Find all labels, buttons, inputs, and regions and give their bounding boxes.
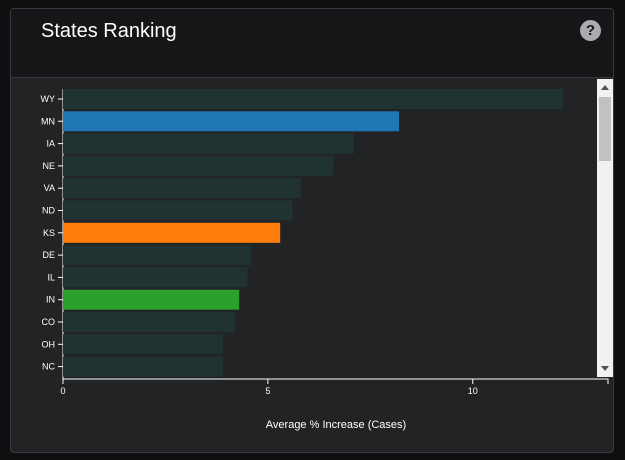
states-ranking-panel: States Ranking ? WY MN IA NE VA ND KS DE IL IN CO O…: [10, 8, 614, 453]
y-tick-label: NE: [42, 161, 55, 171]
bar-va[interactable]: [63, 178, 301, 199]
y-tick-label: IN: [46, 295, 55, 305]
scroll-thumb[interactable]: [599, 97, 611, 161]
bar-in[interactable]: [63, 289, 240, 310]
x-axis-title: Average % Increase (Cases): [266, 419, 406, 431]
bar-nd[interactable]: [63, 200, 293, 221]
y-tick-label: CO: [42, 317, 56, 327]
x-axis-line: [62, 378, 609, 384]
panel-header: States Ranking ?: [11, 9, 613, 78]
y-tick-label: VA: [44, 183, 55, 193]
bar-mn[interactable]: [63, 111, 400, 132]
x-tick-label: 10: [468, 386, 478, 396]
y-tick-label: KS: [43, 228, 55, 238]
y-tick-label: MN: [41, 116, 55, 126]
x-tick-label: 5: [265, 386, 270, 396]
scroll-down-arrow-icon[interactable]: [601, 366, 609, 371]
x-tick-label: 0: [60, 386, 65, 396]
y-tick-label: OH: [42, 339, 56, 349]
bar-ia[interactable]: [63, 133, 354, 154]
y-tick-label: IL: [47, 272, 55, 282]
states-ranking-chart: WY MN IA NE VA ND KS DE IL IN CO OH NC 0 5 10 Average % …: [41, 89, 609, 431]
bar-de[interactable]: [63, 245, 252, 266]
y-tick-label: NC: [42, 362, 55, 372]
scroll-up-arrow-icon[interactable]: [601, 85, 609, 90]
y-tick-label: ND: [42, 206, 55, 216]
bar-ks[interactable]: [63, 222, 281, 243]
chart-scrollbar[interactable]: [597, 79, 613, 377]
y-tick-label: DE: [42, 250, 55, 260]
y-tick-label: WY: [41, 94, 56, 104]
bar-nc[interactable]: [63, 356, 223, 377]
bar-co[interactable]: [63, 312, 236, 332]
bar-oh[interactable]: [63, 334, 223, 355]
panel-title: States Ranking: [41, 20, 177, 42]
bar-il[interactable]: [63, 267, 248, 288]
bar-ne[interactable]: [63, 155, 334, 176]
y-tick-label: IA: [46, 139, 55, 149]
bar-wy[interactable]: [63, 89, 563, 109]
question-circle-icon[interactable]: ?: [580, 20, 601, 41]
